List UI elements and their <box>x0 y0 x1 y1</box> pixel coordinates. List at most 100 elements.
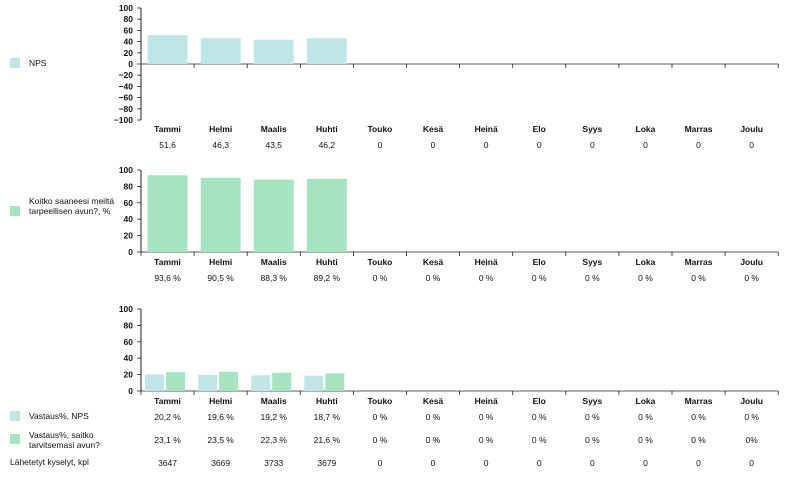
value-label: 0 <box>431 458 436 468</box>
y-tick-label: 60 <box>124 25 134 35</box>
value-label: 0 <box>378 140 383 150</box>
category-label: Joulu <box>740 257 763 267</box>
value-label: 0 <box>696 140 701 150</box>
y-tick-label: 80 <box>124 181 134 191</box>
bar-3-1-Huhti <box>304 375 324 391</box>
value-label: 0 <box>537 458 542 468</box>
value-label: 0 % <box>744 273 759 283</box>
value-label: 43,5 <box>265 140 282 150</box>
value-label: 3647 <box>158 458 177 468</box>
value-label: 0 % <box>479 412 494 422</box>
legend-swatch-help <box>10 206 20 216</box>
category-label: Touko <box>368 124 393 134</box>
bar-3-1-Helmi <box>198 374 218 391</box>
category-label: Heinä <box>475 124 498 134</box>
y-tick-label: 80 <box>124 320 134 330</box>
bar-2-1-Tammi <box>147 175 188 252</box>
value-label: 0 % <box>373 435 388 445</box>
y-tick-label: 60 <box>124 198 134 208</box>
legend-nps: NPS <box>10 58 139 68</box>
y-tick-label: −80 <box>119 104 134 114</box>
value-label: 46,3 <box>212 140 229 150</box>
category-label: Tammi <box>154 257 181 267</box>
category-label: Helmi <box>209 396 232 406</box>
value-label: 0 <box>590 458 595 468</box>
value-label: 0 % <box>532 435 547 445</box>
category-label: Maalis <box>261 257 287 267</box>
value-label: 93,6 % <box>154 273 181 283</box>
legend-label-help: Koitko saaneesi meiltä tarpeellisen avun… <box>29 196 115 216</box>
value-label: 0 <box>749 458 754 468</box>
y-tick-label: 100 <box>119 304 133 314</box>
value-label: 46,2 <box>319 140 336 150</box>
category-label: Elo <box>533 124 546 134</box>
value-label: 0 <box>484 140 489 150</box>
value-label: 51,6 <box>159 140 176 150</box>
category-label: Maalis <box>261 124 287 134</box>
category-label: Touko <box>368 396 393 406</box>
y-tick-label: 40 <box>124 353 134 363</box>
bar-2-1-Huhti <box>306 178 347 252</box>
value-label: 0 <box>749 140 754 150</box>
value-label: 20,2 % <box>154 412 181 422</box>
category-label: Tammi <box>154 124 181 134</box>
value-label: 0 <box>484 458 489 468</box>
value-label: 89,2 % <box>314 273 341 283</box>
category-label: Helmi <box>209 124 232 134</box>
value-label: 22,3 % <box>261 435 288 445</box>
y-tick-label: 80 <box>124 14 134 24</box>
bar-1-1-Tammi <box>147 35 188 64</box>
legend-label-response-nps: Vastaus%, NPS <box>29 411 89 421</box>
bar-3-2-Helmi <box>219 371 239 391</box>
value-label: 0 <box>378 458 383 468</box>
legend-swatch-response-help <box>10 434 20 444</box>
y-tick-label: 40 <box>124 37 134 47</box>
value-label: 18,7 % <box>314 412 341 422</box>
y-tick-label: 0 <box>128 59 133 69</box>
value-label: 0 % <box>638 273 653 283</box>
value-label: 0 % <box>373 273 388 283</box>
value-label: 0 % <box>532 412 547 422</box>
category-label: Loka <box>636 124 656 134</box>
legend-swatch-nps <box>10 58 20 68</box>
category-label: Huhti <box>316 396 338 406</box>
value-label: 0 <box>537 140 542 150</box>
value-label: 19,6 % <box>207 412 234 422</box>
bar-1-1-Huhti <box>306 38 347 64</box>
value-label: 0 % <box>479 273 494 283</box>
value-label: 0 % <box>585 273 600 283</box>
value-label: 0 % <box>691 412 706 422</box>
y-tick-label: 100 <box>119 3 133 13</box>
category-label: Joulu <box>740 124 763 134</box>
legend-response-nps: Vastaus%, NPS <box>10 411 139 421</box>
value-label: 0 % <box>373 412 388 422</box>
bar-3-2-Maalis <box>272 372 292 391</box>
legend-label-sent-surveys: Lähetetyt kyselyt, kpl <box>10 457 89 467</box>
category-label: Elo <box>533 257 546 267</box>
category-label: Huhti <box>316 257 338 267</box>
value-label: 0 % <box>426 273 441 283</box>
bar-3-1-Maalis <box>251 375 271 391</box>
category-label: Huhti <box>316 124 338 134</box>
value-label: 0 % <box>426 435 441 445</box>
category-label: Helmi <box>209 257 232 267</box>
value-label: 0 % <box>585 435 600 445</box>
value-label: 23,1 % <box>154 435 181 445</box>
value-label: 0 <box>696 458 701 468</box>
y-tick-label: −20 <box>119 70 134 80</box>
category-label: Kesä <box>423 257 444 267</box>
category-label: Joulu <box>740 396 763 406</box>
y-tick-label: 20 <box>124 48 134 58</box>
bar-3-2-Tammi <box>166 372 185 391</box>
y-tick-label: 0 <box>128 386 133 396</box>
value-label: 3669 <box>211 458 230 468</box>
value-label: 90,5 % <box>207 273 234 283</box>
value-label: 0 % <box>638 435 653 445</box>
y-tick-label: −60 <box>119 93 134 103</box>
value-label: 0 <box>643 458 648 468</box>
category-label: Kesä <box>423 124 444 134</box>
y-tick-label: −100 <box>114 115 133 125</box>
bar-1-1-Maalis <box>253 39 294 64</box>
